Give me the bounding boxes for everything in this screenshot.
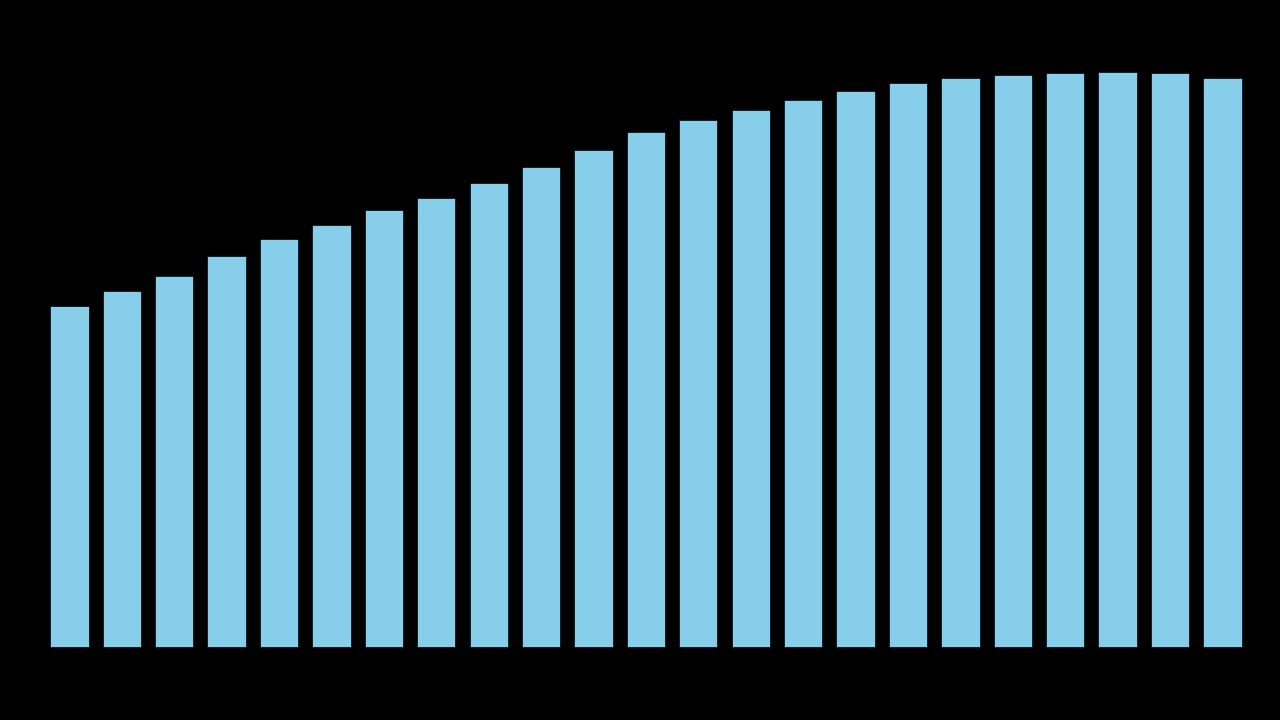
Bar xyxy=(207,256,247,648)
Bar xyxy=(836,91,876,648)
Bar xyxy=(1203,78,1243,648)
Bar xyxy=(365,210,404,648)
Bar xyxy=(417,197,457,648)
Bar xyxy=(470,184,509,648)
Bar xyxy=(1046,73,1085,648)
Bar xyxy=(941,78,980,648)
Bar xyxy=(1098,72,1138,648)
Bar xyxy=(783,99,823,648)
Bar xyxy=(627,132,666,648)
Bar xyxy=(102,292,142,648)
Bar xyxy=(155,276,195,648)
Bar xyxy=(1151,73,1190,648)
Bar xyxy=(50,306,90,648)
Bar xyxy=(312,225,352,648)
Bar xyxy=(732,110,771,648)
Bar xyxy=(888,83,928,648)
Bar xyxy=(993,75,1033,648)
Bar xyxy=(260,239,300,648)
Bar xyxy=(575,150,613,648)
Bar xyxy=(680,120,718,648)
Bar xyxy=(522,167,561,648)
